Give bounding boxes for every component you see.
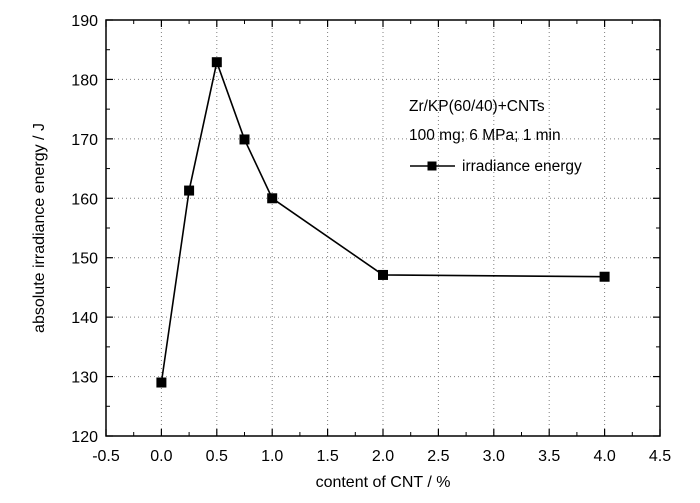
annotation-sample: Zr/KP(60/40)+CNTs [409,98,545,115]
y-tick-label: 130 [71,370,98,387]
data-point [267,193,278,204]
y-tick-label: 170 [71,132,98,149]
x-tick-label: 1.5 [316,448,338,465]
y-tick-labels: 120 130 140 150 160 170 180 190 [71,13,98,446]
x-tick-label: 3.0 [483,448,505,465]
x-tick-label: 4.5 [649,448,671,465]
x-tick-label: 0.0 [150,448,172,465]
y-tick-label: 180 [71,72,98,89]
y-tick-label: 120 [71,429,98,446]
y-axis-label: absolute irradiance energy / J [31,123,48,333]
x-tick-label: 3.5 [538,448,560,465]
annotation-conditions: 100 mg; 6 MPa; 1 min [409,127,561,144]
axis-ticks [105,19,661,437]
annotation-box: Zr/KP(60/40)+CNTs 100 mg; 6 MPa; 1 min i… [409,98,582,175]
x-tick-label: 0.5 [206,448,228,465]
y-tick-label: 150 [71,251,98,268]
x-tick-label: 2.0 [372,448,394,465]
data-point [378,269,388,280]
y-tick-label: 160 [71,191,98,208]
data-point [156,377,167,388]
legend-marker [427,161,437,171]
x-tick-label: 1.0 [261,448,283,465]
legend-label: irradiance energy [462,158,582,175]
y-tick-label: 140 [71,310,98,327]
data-point [211,57,222,68]
y-tick-label: 190 [71,13,98,30]
x-tick-labels: -0.5 0.0 0.5 1.0 1.5 2.0 2.5 3.0 3.5 4.0 4.5 [92,448,671,465]
x-tick-label: 2.5 [427,448,449,465]
grid-lines [106,20,660,436]
data-point [599,271,610,282]
legend: irradiance energy [410,158,582,175]
x-tick-label: 4.0 [593,448,615,465]
x-axis-label: content of CNT / % [316,474,451,491]
data-point [184,185,195,196]
series-irradiance-energy [156,57,610,388]
x-tick-label: -0.5 [92,448,120,465]
data-point [239,134,250,145]
